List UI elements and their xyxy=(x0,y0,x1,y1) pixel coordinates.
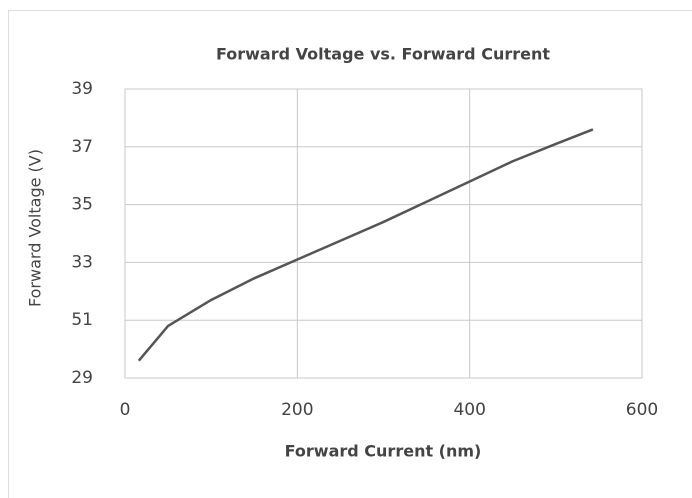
x-tick-label: 400 xyxy=(453,400,485,420)
y-tick-label: 35 xyxy=(71,195,93,215)
y-tick-label: 37 xyxy=(71,137,93,157)
x-tick-label: 600 xyxy=(626,400,658,420)
y-tick-label: 39 xyxy=(71,79,93,99)
y-tick-label: 29 xyxy=(71,368,93,388)
y-tick-label: 51 xyxy=(71,310,93,330)
x-tick-label: 0 xyxy=(120,400,131,420)
y-tick-label: 33 xyxy=(71,252,93,272)
x-tick-label: 200 xyxy=(281,400,313,420)
plot-frame xyxy=(124,88,643,379)
chart-title: Forward Voltage vs. Forward Current xyxy=(216,45,550,64)
data-line xyxy=(137,128,594,362)
x-axis-label: Forward Current (nm) xyxy=(285,442,482,461)
y-axis-label: Forward Voltage (V) xyxy=(26,149,45,307)
chart-frame xyxy=(8,10,692,498)
